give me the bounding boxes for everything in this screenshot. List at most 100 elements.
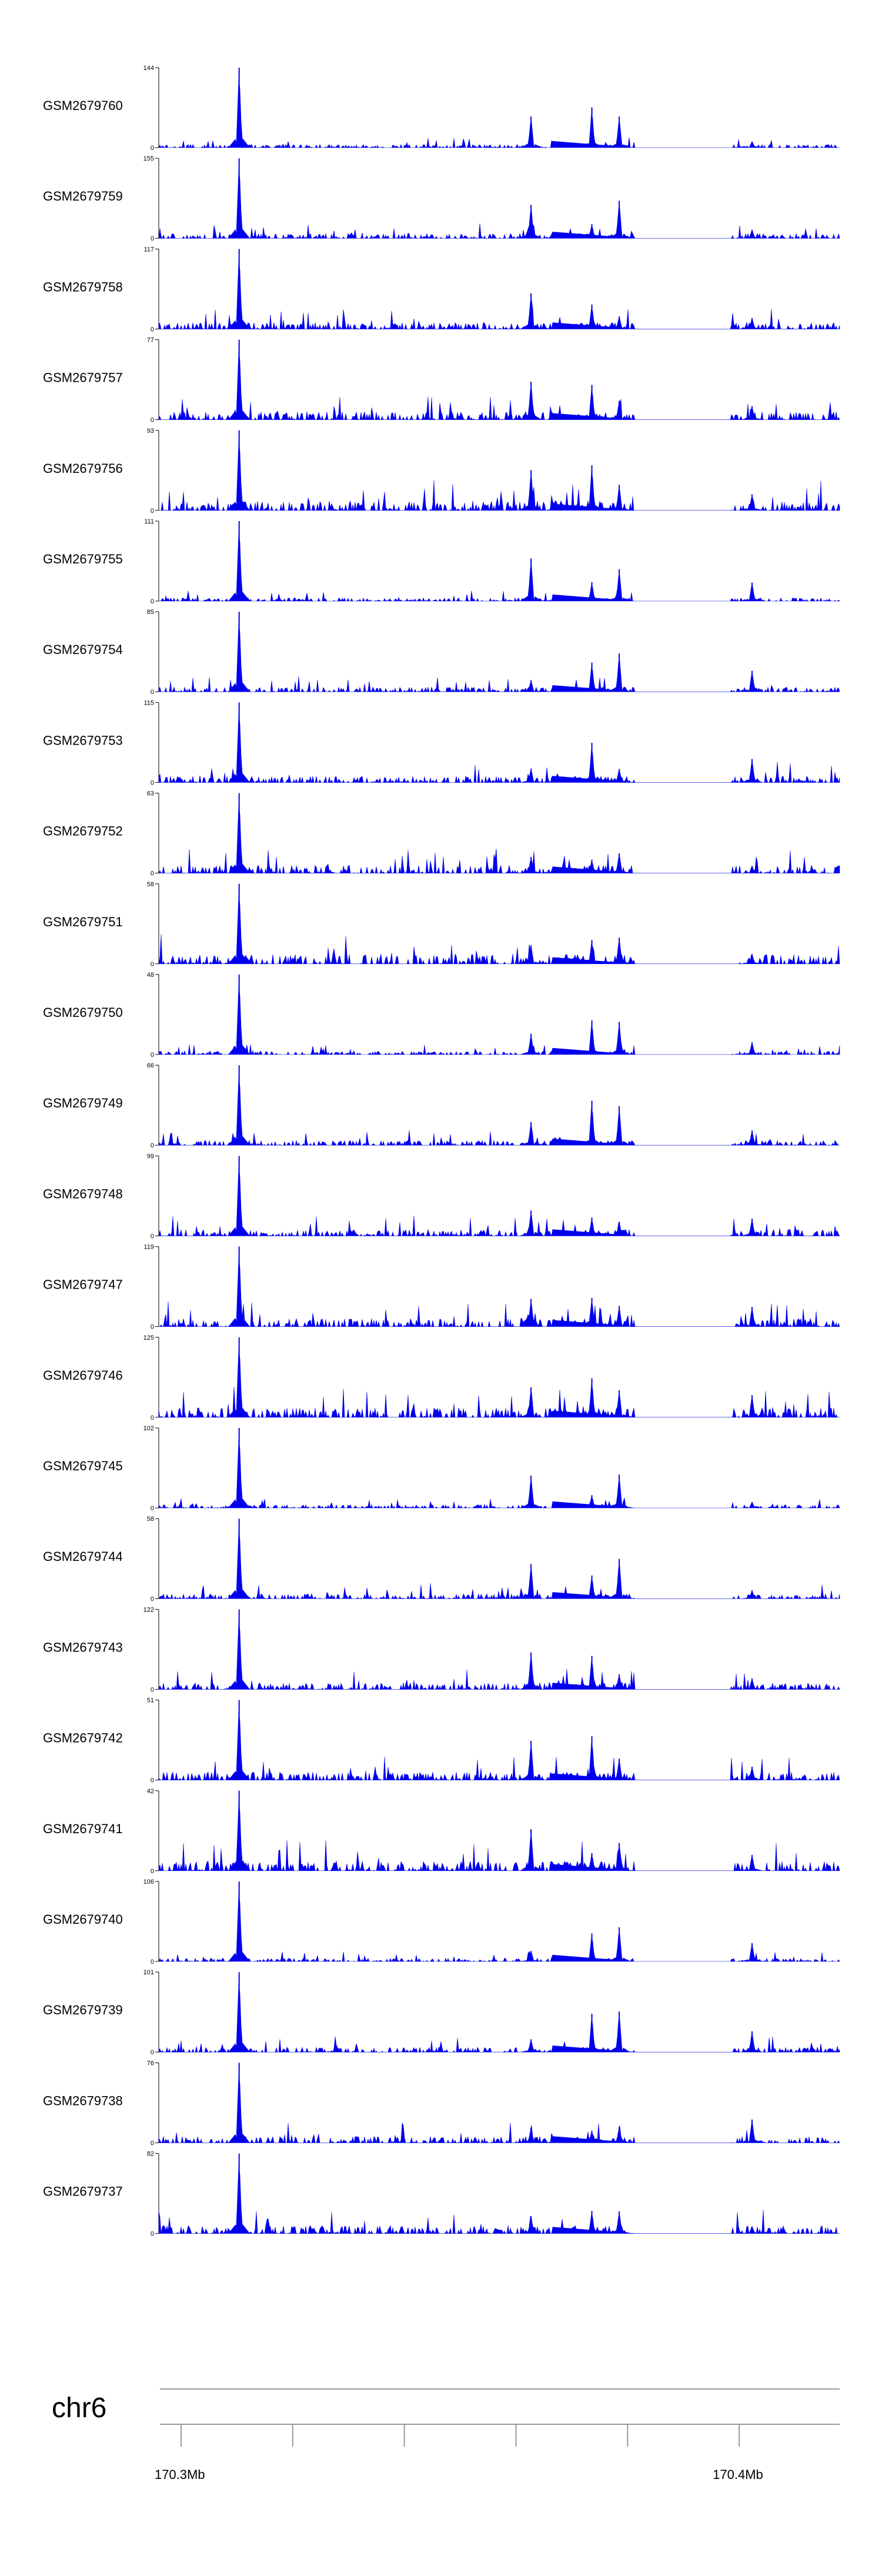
coverage-area [158,895,840,965]
y-max-label: 93 [147,428,154,435]
coverage-area [158,985,840,1055]
genome-tick-label: 170.4Mb [713,2467,763,2482]
y-max-label: 66 [147,1062,154,1069]
coverage-area [158,1892,840,1963]
coverage-area [158,169,840,239]
y-max-label: 102 [143,1425,154,1432]
track-label: GSM2679755 [43,552,123,566]
track-GSM2679747: GSM2679747 119 0 [43,1244,840,1331]
track-GSM2679740: GSM2679740 106 0 [43,1878,840,1966]
y-max-label: 117 [143,246,154,253]
coverage-area [159,1257,840,1327]
track-label: GSM2679743 [43,1640,123,1654]
y-max-label: 125 [143,1334,154,1342]
coverage-area [158,1439,840,1509]
y-min-label: 0 [151,689,154,696]
track-label: GSM2679749 [43,1096,123,1110]
track-GSM2679739: GSM2679739 101 0 [43,1969,840,2056]
track-GSM2679757: GSM2679757 77 0 [43,337,840,424]
y-max-label: 48 [147,972,154,979]
track-label: GSM2679750 [43,1005,123,1020]
y-min-label: 0 [151,1868,154,1875]
genome-axis-ticks: 170.3Mb 170.4Mb [155,2424,763,2482]
coverage-area [158,2073,840,2144]
y-min-label: 0 [151,598,154,605]
coverage-area [158,1711,840,1781]
y-min-label: 0 [151,1052,154,1059]
track-label: GSM2679757 [43,371,123,385]
coverage-area [158,1076,840,1146]
y-max-label: 106 [143,1878,154,1886]
y-min-label: 0 [151,1324,154,1331]
y-min-label: 0 [151,2140,154,2147]
y-min-label: 0 [151,2049,154,2056]
y-min-label: 0 [151,1505,154,1512]
y-min-label: 0 [151,1142,154,1149]
y-min-label: 0 [151,1777,154,1784]
track-GSM2679752: GSM2679752 63 0 [43,790,840,877]
y-max-label: 85 [147,609,154,616]
track-label: GSM2679754 [43,642,123,657]
y-min-label: 0 [151,145,154,152]
y-min-label: 0 [151,508,154,515]
coverage-area [158,259,840,330]
track-label: GSM2679751 [43,915,123,929]
track-GSM2679737: GSM2679737 82 0 [43,2151,840,2238]
track-label: GSM2679739 [43,2003,123,2017]
track-GSM2679756: GSM2679756 93 0 [43,428,840,515]
track-label: GSM2679742 [43,1731,123,1746]
coverage-area [158,1620,840,1690]
y-max-label: 122 [143,1606,154,1613]
track-label: GSM2679759 [43,189,123,203]
y-min-label: 0 [151,779,154,786]
y-min-label: 0 [151,1414,154,1422]
coverage-area [159,532,840,602]
track-GSM2679758: GSM2679758 117 0 [43,246,840,333]
track-label: GSM2679758 [43,279,123,294]
y-max-label: 42 [147,1788,154,1795]
track-label: GSM2679760 [43,98,123,113]
coverage-area [158,1348,840,1418]
y-max-label: 82 [147,2151,154,2158]
track-GSM2679749: GSM2679749 66 0 [43,1062,840,1149]
coverage-area [158,622,840,693]
track-label: GSM2679745 [43,1459,123,1473]
track-label: GSM2679747 [43,1277,123,1292]
y-min-label: 0 [151,2231,154,2238]
track-GSM2679746: GSM2679746 125 0 [43,1334,840,1422]
y-min-label: 0 [151,235,154,242]
coverage-area [158,804,840,874]
chromosome-axis: chr6 170.3Mb 170.4Mb [52,2388,840,2482]
y-max-label: 99 [147,1153,154,1160]
y-min-label: 0 [151,1233,154,1240]
track-GSM2679743: GSM2679743 122 0 [43,1606,840,1693]
track-GSM2679744: GSM2679744 58 0 [43,1516,840,1603]
y-max-label: 51 [147,1697,154,1704]
y-min-label: 0 [151,870,154,877]
y-max-label: 111 [144,518,154,525]
track-label: GSM2679746 [43,1368,123,1383]
track-label: GSM2679741 [43,1821,123,1836]
track-GSM2679755: GSM2679755 111 0 [43,518,840,605]
genome-tick-label: 170.3Mb [155,2467,205,2482]
y-min-label: 0 [151,1596,154,1603]
track-GSM2679748: GSM2679748 99 0 [43,1153,840,1240]
y-max-label: 76 [147,2060,154,2067]
track-GSM2679753: GSM2679753 115 0 [43,699,840,786]
y-max-label: 101 [143,1969,154,1976]
track-GSM2679742: GSM2679742 51 0 [43,1697,840,1784]
track-label: GSM2679740 [43,1912,123,1927]
y-min-label: 0 [151,961,154,968]
coverage-area [158,713,840,783]
track-GSM2679759: GSM2679759 155 0 [43,155,840,242]
y-min-label: 0 [151,1958,154,1966]
coverage-area [158,1529,840,1600]
coverage-area [158,78,840,148]
y-max-label: 155 [143,155,154,162]
track-label: GSM2679744 [43,1549,123,1564]
coverage-area [158,1166,840,1237]
track-label: GSM2679737 [43,2184,123,2199]
y-max-label: 58 [147,881,154,888]
track-GSM2679738: GSM2679738 76 0 [43,2060,840,2147]
track-label: GSM2679753 [43,733,123,748]
